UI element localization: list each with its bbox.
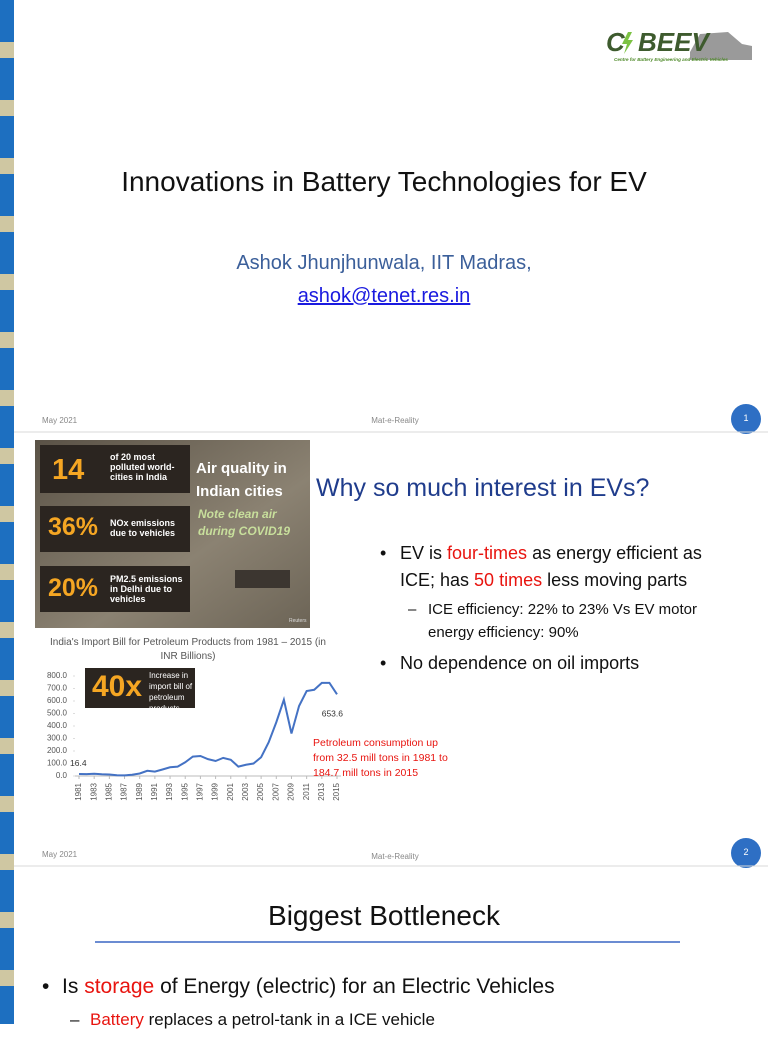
x-tick-label: 2011	[302, 782, 311, 800]
x-tick-label: 1981	[74, 782, 83, 800]
stat-text: of 20 most polluted world-cities in Indi…	[110, 452, 175, 482]
chart: 0.0 100.0 200.0 300.0 400.0 500.0 600.0 700.0 80…	[47, 671, 343, 801]
y-tick-label: 200.0	[47, 746, 68, 755]
slide-title: Biggest Bottleneck	[268, 900, 500, 931]
x-tick-label: 1983	[89, 782, 98, 800]
x-tick-label: 2001	[226, 782, 235, 800]
x-tick-label: 1993	[165, 782, 174, 800]
page-number: 1	[743, 413, 749, 423]
logo-car	[690, 32, 752, 60]
y-tick-label: 500.0	[47, 709, 68, 718]
page-number: 2	[743, 847, 749, 857]
page-badge	[731, 838, 761, 868]
text-run: 50 times	[474, 570, 543, 590]
chart-note: Petroleum consumption up from 32.5 mill …	[313, 737, 448, 779]
slide-title: Innovations in Battery Technologies for …	[121, 166, 647, 197]
bullet: Is storage of Energy (electric) for an E…	[40, 970, 740, 1031]
stat-value: 14	[52, 454, 85, 486]
logo-bolt	[622, 32, 633, 54]
logo-c: C	[606, 27, 626, 57]
bullets: Is storage of Energy (electric) for an E…	[40, 970, 740, 1031]
stat-box	[40, 445, 190, 493]
text-run: of Energy (electric) for an Electric Veh…	[160, 975, 555, 998]
bullets: EV is four-times as energy efficient as …	[378, 540, 708, 677]
bullet: No dependence on oil imports	[378, 650, 708, 677]
footer-date: May 2021	[42, 416, 78, 425]
sub-bullet: ICE efficiency: 22% to 23% Vs EV motor e…	[400, 598, 708, 644]
photo-headline: Air quality in Indian cities	[196, 460, 287, 500]
callout-value: 40x	[92, 670, 143, 703]
stat-box	[40, 506, 190, 552]
footer-center: Mat-e-Reality	[371, 416, 419, 425]
text-run: Battery	[90, 1010, 144, 1029]
footer-date: May 2021	[42, 850, 78, 859]
stat-text: NOx emissions due to vehicles	[110, 518, 176, 538]
photo-note: Note clean air during COVID19	[198, 507, 291, 538]
stat-box	[40, 566, 190, 612]
sub-bullets: Battery replaces a petrol-tank in a ICE …	[62, 1008, 740, 1031]
text-run: as energy efficient as ICE; has	[400, 543, 702, 590]
x-tick-label: 2005	[256, 782, 265, 800]
side-strip	[0, 0, 14, 1024]
bullet-list: EV is four-times as energy efficient as …	[378, 540, 708, 683]
x-tick-label: 1995	[180, 782, 189, 800]
text-run: No dependence on oil imports	[400, 653, 640, 673]
y-tick-label: 100.0	[47, 759, 68, 768]
bullet-list: Is storage of Energy (electric) for an E…	[40, 970, 740, 1037]
data-label: 653.6	[322, 709, 344, 719]
bullet: EV is four-times as energy efficient as …	[378, 540, 708, 644]
x-tick-label: 1991	[150, 782, 159, 800]
data-label: 16.4	[70, 758, 87, 768]
callout-text: Increase in import bill of petroleum pro…	[149, 671, 193, 713]
text-run: storage	[84, 975, 155, 998]
stat-value: 36%	[48, 513, 99, 541]
email-link[interactable]: ashok@tenet.res.in	[297, 285, 471, 307]
y-tick-label: 800.0	[47, 671, 68, 680]
sub-bullets: ICE efficiency: 22% to 23% Vs EV motor e…	[400, 598, 708, 644]
x-tick-label: 2013	[317, 782, 326, 800]
x-tick-label: 2007	[271, 782, 280, 800]
y-tick-label: 400.0	[47, 721, 68, 730]
logo-text: BEEV	[638, 27, 711, 57]
text-run: four-times	[447, 543, 528, 563]
x-tick-label: 1987	[120, 782, 129, 800]
author: Ashok Jhunjhunwala, IIT Madras,	[236, 252, 532, 274]
y-tick-label: 700.0	[47, 684, 68, 693]
photo-credit: Reuters	[289, 618, 307, 624]
text-run: replaces a petrol-tank in a ICE vehicle	[148, 1010, 435, 1029]
slide-title: Why so much interest in EVs?	[316, 474, 650, 502]
photo-car	[235, 570, 290, 588]
line	[78, 681, 338, 777]
y-tick-label: 600.0	[47, 696, 68, 705]
text-run: EV is	[400, 543, 443, 563]
sub-bullet: Battery replaces a petrol-tank in a ICE …	[62, 1008, 740, 1031]
y-tick-label: 300.0	[47, 734, 68, 743]
x-tick-label: 1999	[211, 782, 220, 800]
page-badge	[731, 404, 761, 434]
x-tick-label: 2003	[241, 782, 250, 800]
x-tick-label: 1989	[135, 782, 144, 800]
x-tick-label: 2009	[287, 782, 296, 800]
x-tick-label: 1997	[196, 782, 205, 800]
text-run: less moving parts	[547, 570, 688, 590]
stat-value: 20%	[48, 574, 99, 602]
chart-title: India's Import Bill for Petroleum Produc…	[50, 637, 326, 662]
callout-box	[85, 668, 195, 708]
text-run: Is	[62, 975, 79, 998]
x-tick-label: 1985	[104, 782, 113, 800]
logo-tagline: Centre for Battery Engineering and Elect…	[614, 57, 728, 62]
stat-text: PM2.5 emissions in Delhi due to vehicles	[110, 574, 183, 604]
x-tick-label: 2015	[332, 782, 341, 800]
y-tick-label: 0.0	[56, 771, 68, 780]
footer-center: Mat-e-Reality	[371, 852, 419, 861]
